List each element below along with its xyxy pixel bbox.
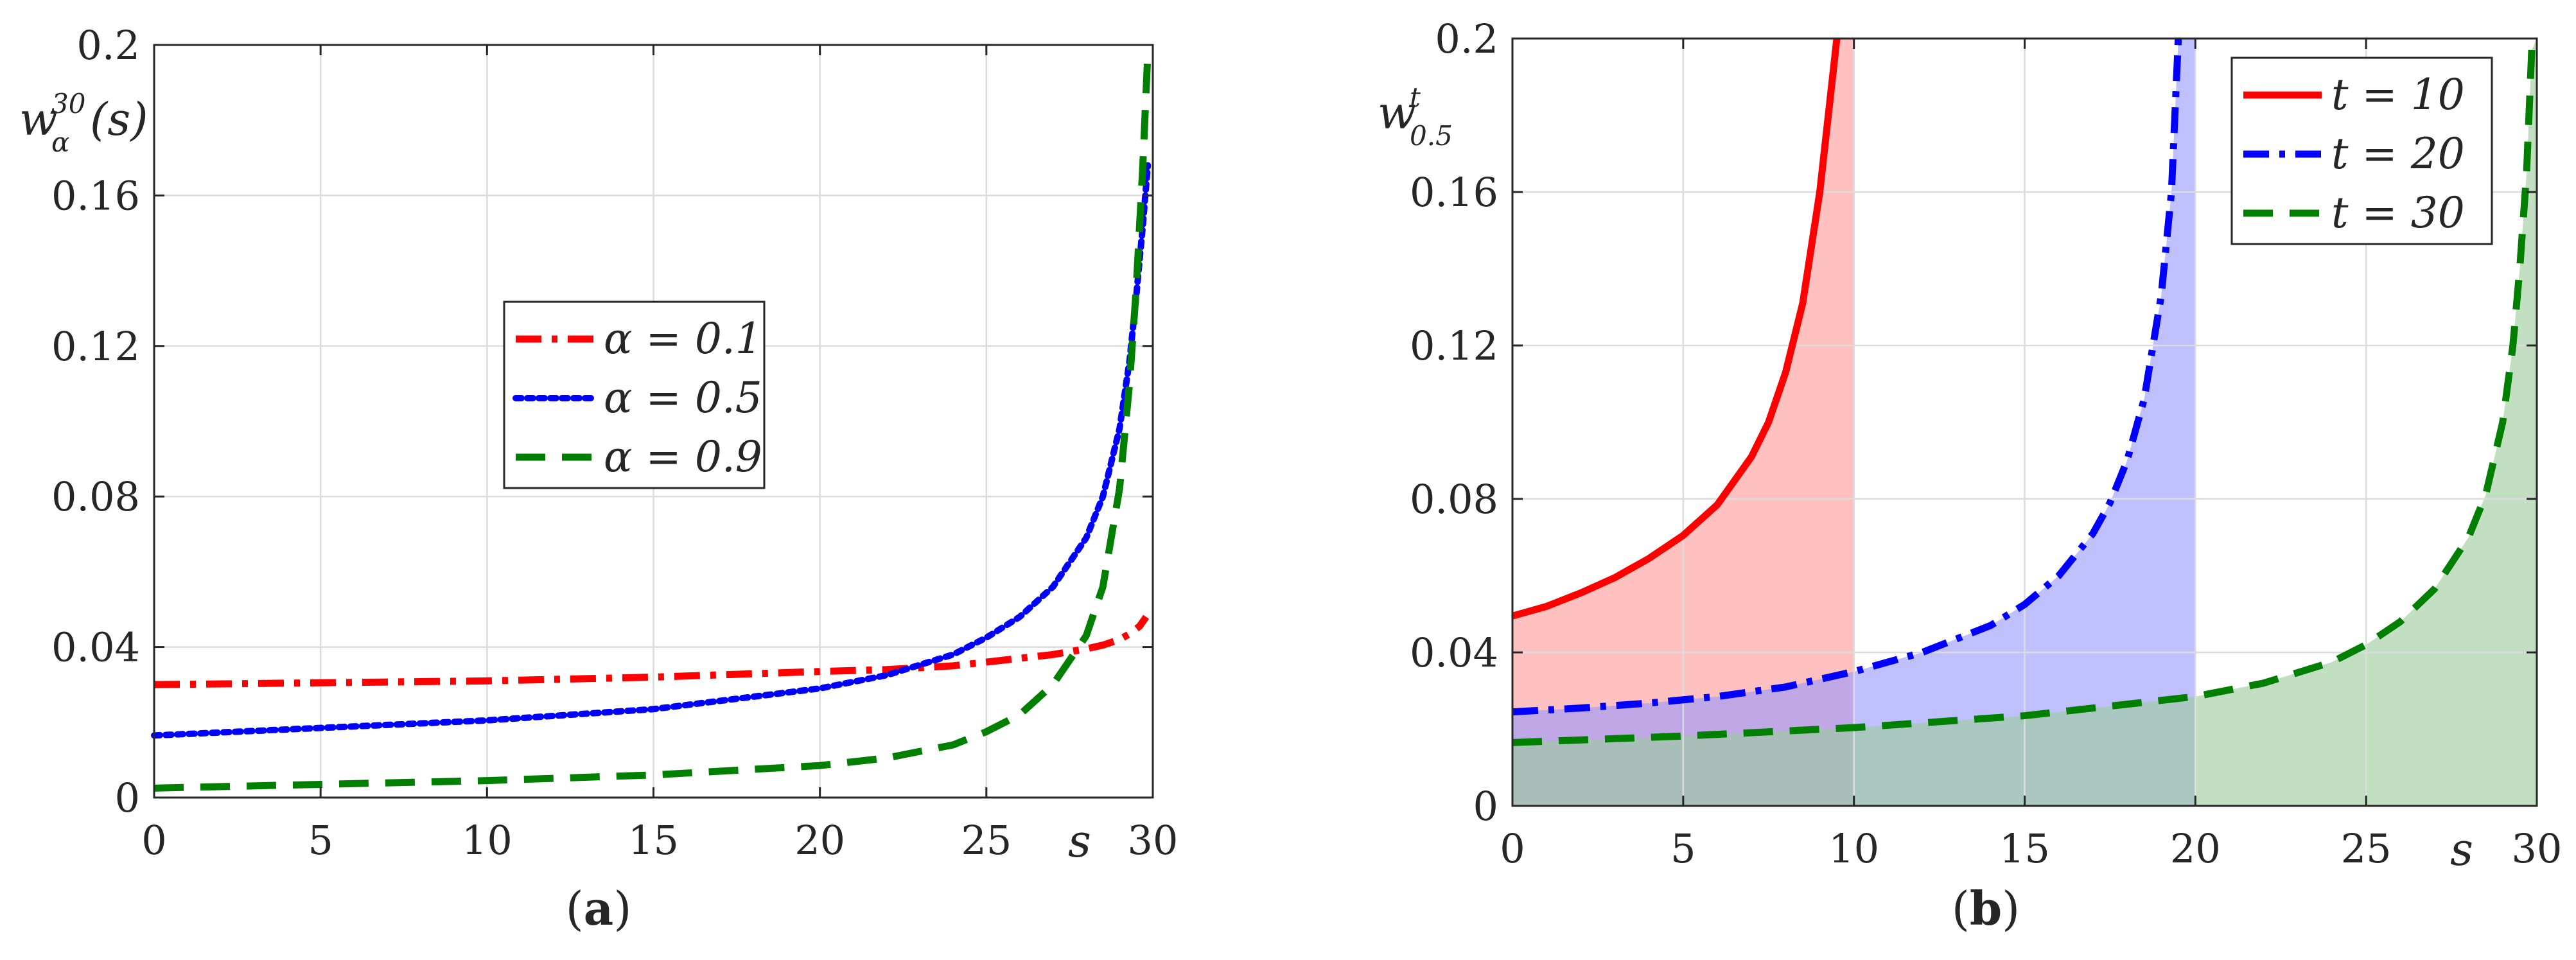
- y-label-sub: α: [51, 127, 69, 158]
- y-tick-label: 0: [115, 774, 140, 821]
- x-tick-label: 0: [1500, 825, 1525, 872]
- x-tick-label: 15: [628, 817, 679, 864]
- x-axis-label: s: [2450, 823, 2473, 876]
- y-label-arg: (s): [90, 93, 148, 146]
- y-axis-label: w30 α (s): [19, 88, 148, 158]
- x-tick-label: 5: [1670, 825, 1695, 872]
- legend-label-1: t = 10: [2331, 70, 2465, 119]
- y-tick-label: 0.04: [51, 624, 140, 671]
- series-line-1: [1511, 38, 1841, 620]
- legend-box: [2230, 57, 2493, 245]
- x-axis-label: s: [1068, 815, 1091, 868]
- x-tick-label: 25: [961, 817, 1012, 864]
- x-tick-label: 10: [462, 817, 513, 864]
- x-tick-label: 30: [2512, 825, 2563, 872]
- legend: α = 0.1 α = 0.5 α = 0.9: [503, 301, 766, 489]
- y-label-sup: 30: [51, 88, 85, 119]
- y-label-sub: 0.5: [1410, 120, 1453, 152]
- series-line-1: [153, 615, 1150, 688]
- y-tick-label: 0.08: [51, 473, 140, 520]
- legend-box: [503, 301, 766, 489]
- panel-b: 0 5 10 15 20 25 30 0 0.04 0.08 0.12 0.16 0.2 s wt 0.5 t …: [1378, 15, 2562, 936]
- area-fill-3: [1512, 39, 2537, 806]
- y-tick-label: 0.08: [1410, 476, 1498, 523]
- y-tick-label: 0.12: [51, 323, 140, 370]
- x-tick-label: 20: [794, 817, 845, 864]
- legend-label-2: t = 20: [2331, 129, 2465, 179]
- panel-caption: (a): [566, 881, 632, 936]
- x-tick-label: 30: [1128, 817, 1178, 864]
- y-tick-label: 0.2: [1435, 15, 1498, 62]
- series-line-2: [151, 162, 1152, 739]
- legend-label-3: α = 0.9: [604, 432, 762, 482]
- y-axis-label: wt 0.5: [1378, 82, 1453, 152]
- legend-label-2: α = 0.5: [604, 373, 762, 423]
- x-tick-label: 25: [2341, 825, 2392, 872]
- series-line-3: [153, 52, 1152, 792]
- series-line-3: [1512, 49, 2536, 746]
- x-tick-label: 15: [1999, 825, 2050, 872]
- legend-label-3: t = 30: [2331, 188, 2465, 238]
- panel-caption: (b): [1952, 881, 2020, 936]
- y-label-main: w: [19, 93, 58, 146]
- y-tick-label: 0.16: [1410, 169, 1498, 216]
- y-label-main: w: [1378, 87, 1416, 139]
- x-tick-label: 0: [141, 817, 166, 864]
- y-tick-label: 0.2: [76, 22, 140, 69]
- area-fill-1: [1512, 39, 1854, 806]
- x-tick-label: 5: [308, 817, 333, 864]
- legend-label-1: α = 0.1: [604, 314, 762, 363]
- y-tick-label: 0: [1473, 783, 1498, 830]
- x-tick-label: 20: [2170, 825, 2221, 872]
- series-line-2: [1512, 38, 2182, 716]
- y-tick-label: 0.04: [1410, 629, 1498, 676]
- legend: t = 10 t = 20 t = 30: [2230, 57, 2493, 245]
- x-tick-label: 10: [1828, 825, 1879, 872]
- y-tick-label: 0.16: [51, 172, 140, 219]
- y-tick-label: 0.12: [1410, 322, 1498, 369]
- y-label-sup: t: [1410, 82, 1421, 113]
